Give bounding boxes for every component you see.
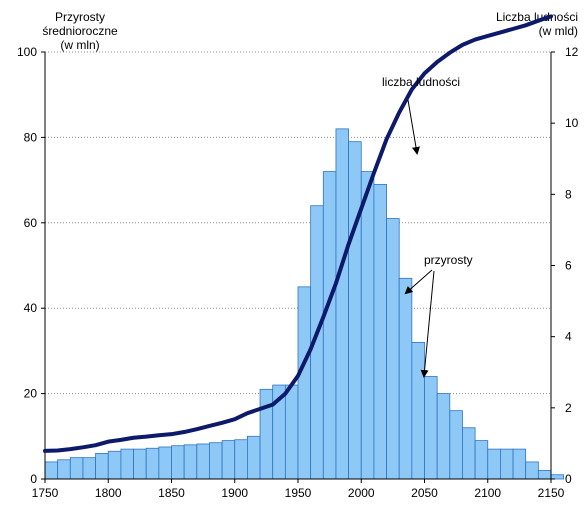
right-axis-title-line: Liczba ludności	[495, 10, 578, 24]
growth-bar	[411, 341, 425, 480]
growth-bar	[525, 461, 539, 480]
annotation-population-arrow	[407, 99, 420, 155]
growth-bar	[449, 410, 463, 480]
x-tick-label: 2100	[474, 486, 501, 500]
annotation-population-label: liczba ludności	[382, 75, 460, 89]
growth-bar	[424, 376, 438, 480]
growth-bar	[44, 461, 59, 480]
growth-bar	[57, 459, 71, 480]
growth-bar	[499, 448, 514, 480]
left-axis-title-line: (w mln)	[60, 38, 100, 52]
right-axis-title: Liczba ludności (w mld)	[458, 10, 578, 38]
growth-bar	[246, 435, 261, 480]
growth-bar	[348, 141, 362, 480]
growth-bar	[474, 440, 489, 480]
growth-bar	[120, 448, 134, 480]
growth-bar	[398, 277, 413, 480]
growth-bar	[436, 393, 451, 480]
left-tick-label: 0	[30, 472, 37, 486]
growth-bar	[196, 443, 210, 480]
growth-bar	[360, 171, 375, 480]
x-tick-label: 1800	[95, 486, 122, 500]
growth-bar	[537, 470, 552, 480]
growth-bar	[107, 450, 122, 480]
annotation-growth-arrow	[420, 270, 435, 378]
growth-bar	[386, 218, 400, 480]
right-tick-label: 8	[565, 187, 572, 201]
annotations: liczba ludności przyrosty	[382, 75, 473, 378]
growth-bar	[209, 442, 223, 480]
tick-labels: 0 20 40 60 80 100 0 2 4 6 8 10 12 1750 1800 1850 1900 195…	[17, 45, 579, 500]
left-tick-label: 80	[24, 130, 38, 144]
left-tick-label: 60	[24, 216, 38, 230]
x-tick-label: 1950	[285, 486, 312, 500]
right-tick-label: 2	[565, 401, 572, 415]
growth-bar	[133, 448, 147, 480]
axes	[41, 51, 555, 483]
x-tick-label: 1900	[221, 486, 248, 500]
right-tick-label: 10	[565, 116, 579, 130]
annotation-growth-label: przyrosty	[424, 253, 473, 267]
x-tick-label: 1850	[158, 486, 185, 500]
growth-bar	[259, 388, 274, 480]
population-line	[43, 14, 553, 453]
growth-bar	[221, 440, 236, 480]
right-tick-label: 12	[565, 45, 579, 59]
growth-bars	[44, 128, 565, 480]
growth-bar	[158, 446, 172, 480]
growth-bar	[373, 183, 387, 480]
growth-bar	[487, 448, 501, 480]
growth-bar	[145, 447, 160, 480]
x-tick-label: 2150	[538, 486, 565, 500]
left-tick-label: 40	[24, 301, 38, 315]
growth-bar	[69, 457, 84, 480]
left-axis-title-line: średnioroczne	[42, 24, 118, 38]
growth-bar	[322, 171, 337, 480]
x-tick-label: 2050	[411, 486, 438, 500]
x-tick-label: 1750	[32, 486, 59, 500]
left-tick-label: 20	[24, 387, 38, 401]
left-axis-title-line: Przyrosty	[54, 10, 105, 24]
growth-bar	[95, 452, 109, 480]
right-tick-label: 0	[565, 472, 572, 486]
x-tick-label: 2000	[348, 486, 375, 500]
right-tick-label: 6	[565, 259, 572, 273]
growth-bar	[234, 439, 248, 480]
growth-bar	[171, 445, 185, 480]
left-tick-label: 100	[17, 45, 37, 59]
growth-bar	[512, 448, 527, 480]
growth-bar	[183, 444, 198, 480]
growth-bar	[335, 128, 350, 480]
right-axis-title-line: (w mld)	[538, 24, 578, 38]
growth-bar	[462, 427, 476, 480]
right-tick-label: 4	[565, 330, 572, 344]
annotation-growth-arrow	[404, 269, 433, 295]
left-axis-title: Przyrosty średnioroczne (w mln)	[20, 10, 140, 52]
growth-bar	[82, 457, 96, 480]
population-line-group	[43, 14, 553, 453]
growth-bar	[297, 286, 312, 480]
growth-bar	[284, 384, 299, 480]
growth-bar	[550, 474, 565, 480]
